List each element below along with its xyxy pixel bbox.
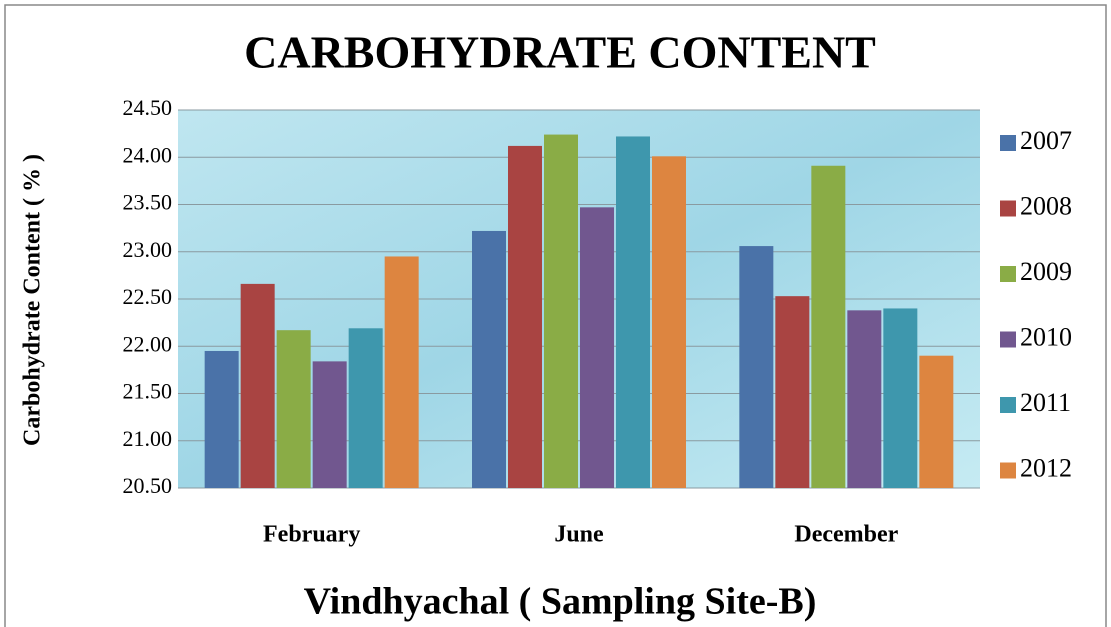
legend-swatch [1000, 397, 1016, 413]
bar [847, 310, 882, 488]
bar [312, 361, 347, 488]
bar [811, 165, 846, 488]
legend-swatch [1000, 462, 1016, 479]
legend-label: 2008 [1020, 191, 1072, 220]
legend-label: 2007 [1020, 126, 1072, 155]
y-tick-label: 20.50 [123, 473, 173, 498]
bar [348, 328, 383, 488]
y-ticks: 20.50 21.00 21.50 22.00 22.50 23.00 23.50 24.00… [123, 95, 173, 498]
y-tick-label: 21.00 [123, 426, 173, 451]
legend-swatch [1000, 266, 1016, 282]
x-tick-label: December [794, 522, 898, 548]
bar [616, 136, 650, 488]
bar [384, 256, 419, 488]
bar [919, 355, 954, 488]
bar [652, 156, 686, 488]
bar [472, 230, 506, 488]
bar [508, 145, 542, 488]
bar [739, 246, 774, 488]
y-tick-label: 23.50 [123, 190, 173, 215]
bar [544, 134, 578, 488]
legend-label: 2009 [1020, 257, 1072, 286]
y-tick-label: 24.50 [123, 95, 173, 120]
legend-swatch [1000, 135, 1016, 151]
x-axis-title: Vindhyachal ( Sampling Site-B) [304, 581, 817, 623]
legend-swatch [1000, 200, 1016, 217]
chart-title: CARBOHYDRATE CONTENT [244, 27, 876, 78]
y-tick-label: 21.50 [123, 379, 173, 404]
y-tick-label: 22.50 [123, 284, 173, 309]
legend-label: 2010 [1020, 322, 1072, 351]
legend-swatch [1000, 331, 1016, 348]
legend-label: 2012 [1020, 453, 1072, 482]
x-tick-label: June [554, 522, 604, 548]
bar [580, 207, 614, 488]
x-tick-label: February [263, 522, 360, 548]
bar [240, 283, 275, 488]
bar [883, 308, 918, 488]
y-tick-label: 22.00 [123, 331, 173, 356]
y-tick-label: 24.00 [123, 142, 173, 167]
y-axis-title: Carbohydrate Content ( % ) [20, 154, 46, 446]
bar [775, 296, 810, 488]
bar [204, 350, 239, 488]
bar [276, 330, 311, 488]
legend-label: 2011 [1020, 388, 1071, 417]
y-tick-label: 23.00 [123, 237, 173, 262]
